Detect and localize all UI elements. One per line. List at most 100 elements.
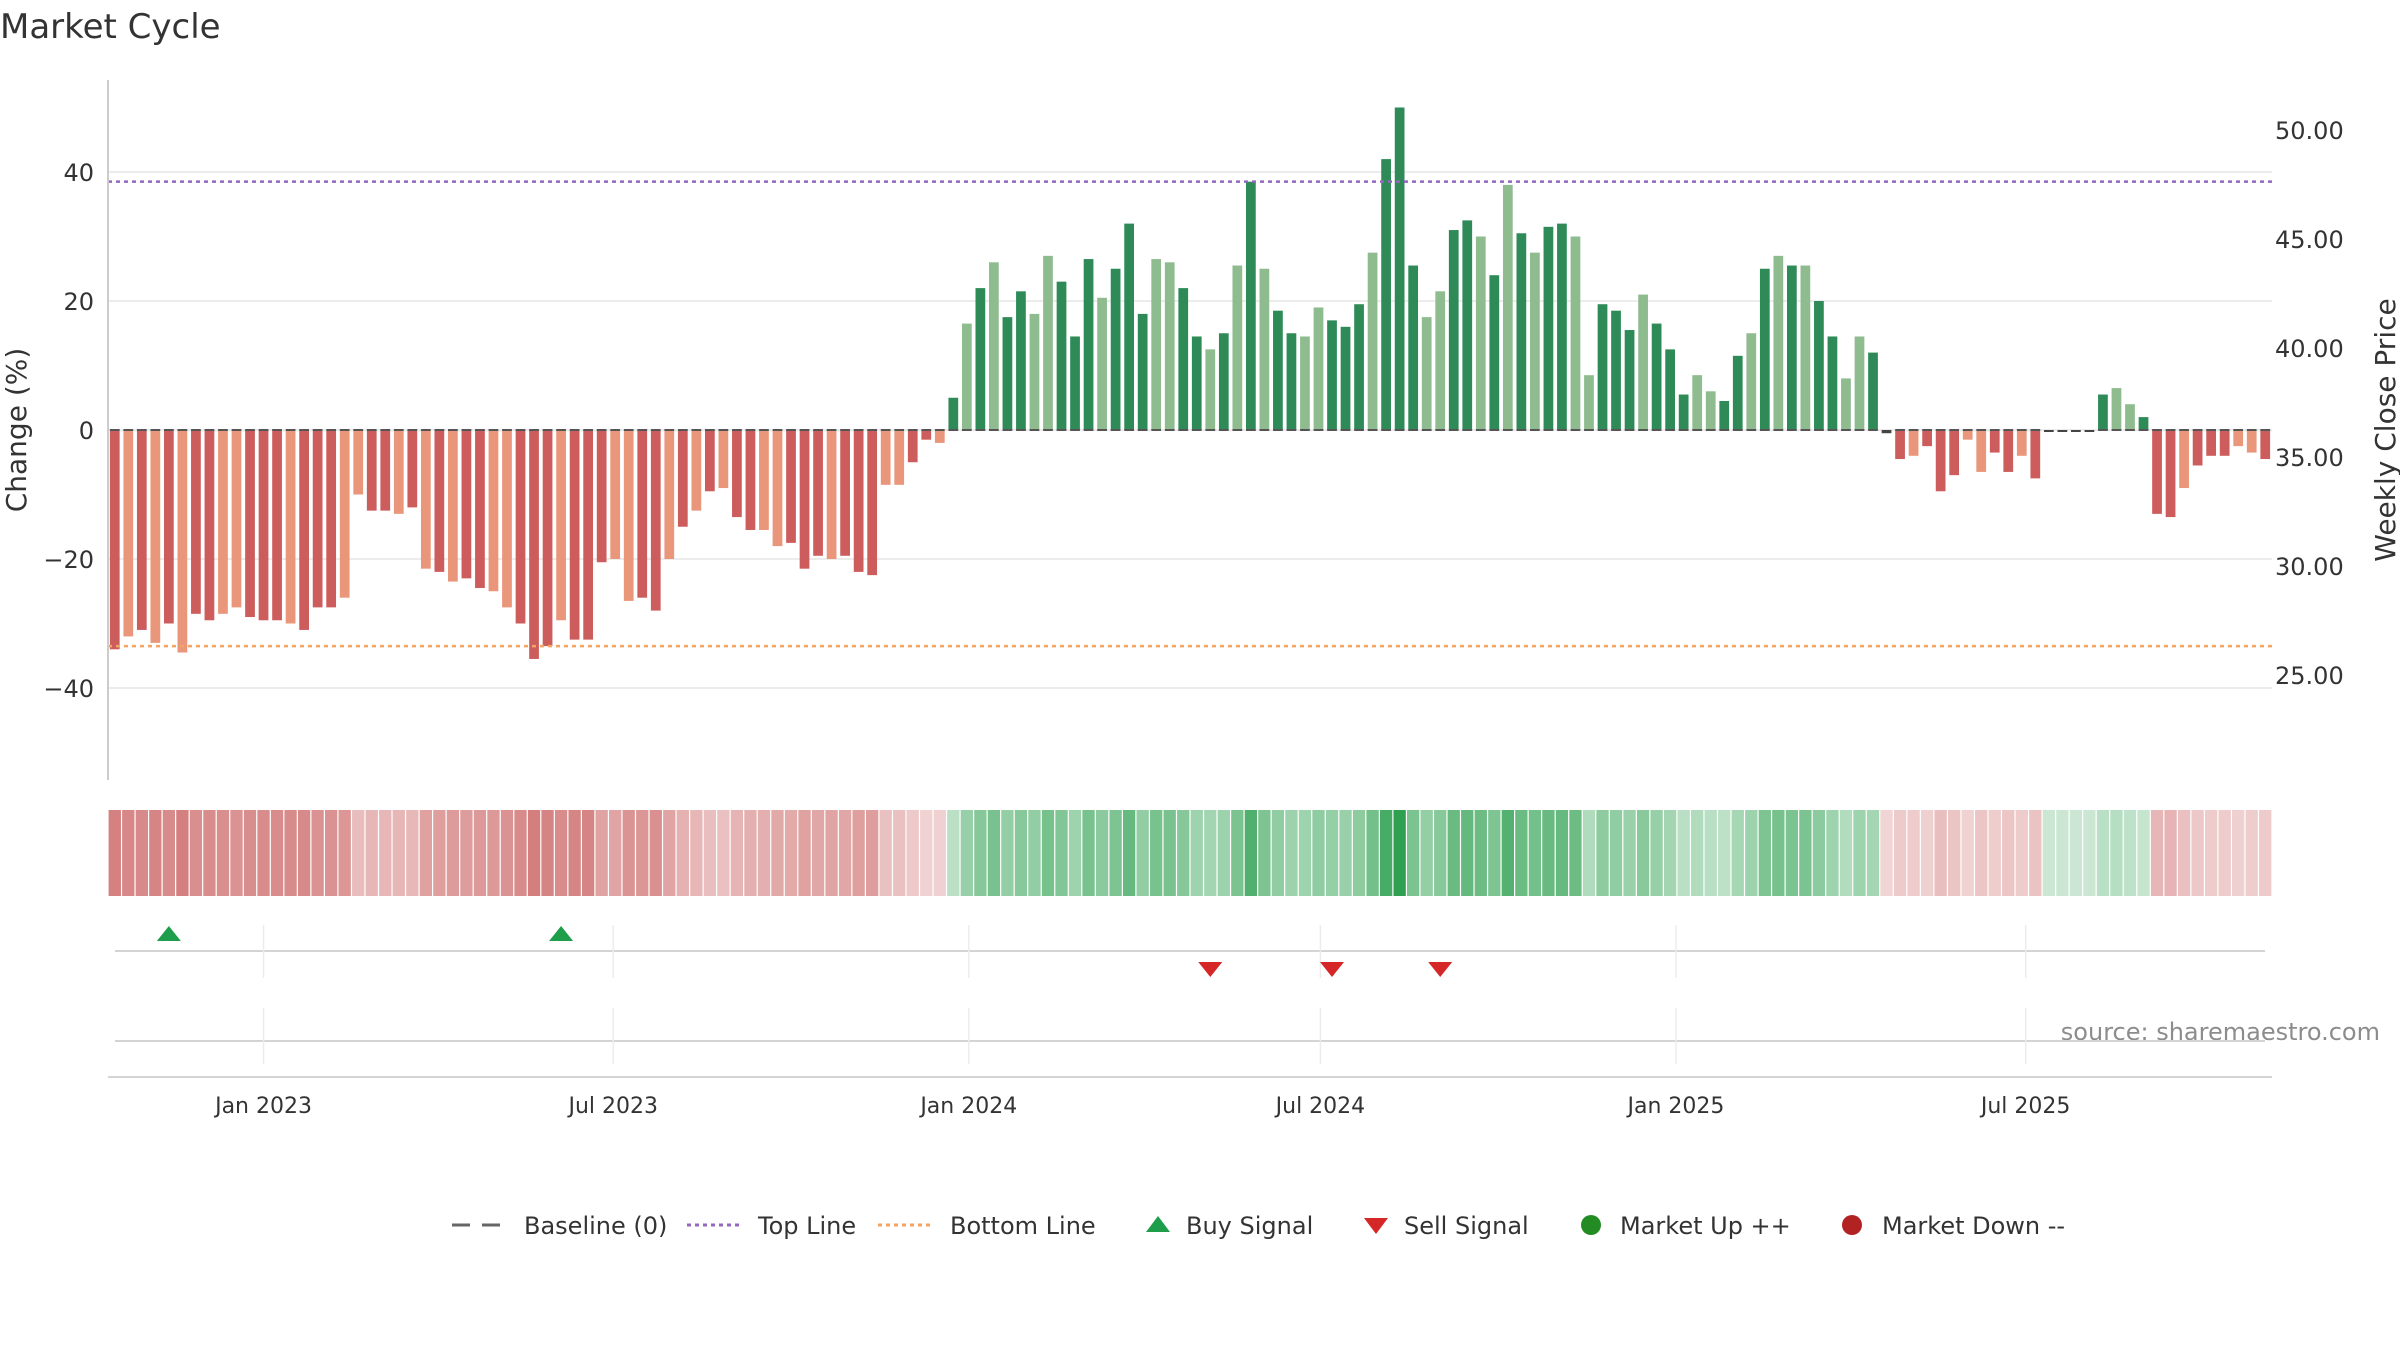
bar — [1408, 265, 1419, 430]
heat-cell — [1555, 810, 1569, 896]
heat-cell — [1068, 810, 1082, 896]
bar — [772, 430, 783, 547]
heat-cell — [1758, 810, 1771, 896]
sell-signal-marker — [1320, 962, 1345, 977]
heat-cell — [974, 810, 987, 896]
legend-item: Market Down -- — [1842, 1212, 2065, 1240]
bar — [664, 430, 675, 559]
bar — [1029, 313, 1040, 430]
heat-cell — [1704, 810, 1717, 896]
heat-cell — [1501, 810, 1514, 896]
legend-swatch — [1581, 1215, 1601, 1235]
heat-cell — [609, 810, 622, 896]
heat-cell — [297, 810, 311, 896]
heat-cell — [2164, 810, 2177, 896]
heat-cell — [1407, 810, 1420, 896]
bar — [1786, 265, 1797, 430]
heat-cell — [1907, 810, 1920, 896]
heat-cell — [216, 810, 230, 896]
bar — [1827, 336, 1838, 430]
heat-cell — [406, 810, 419, 896]
bar — [1665, 349, 1676, 430]
legend-item: Top Line — [687, 1212, 856, 1240]
bar — [759, 430, 769, 530]
heat-cell — [2150, 810, 2164, 896]
heat-cell — [784, 810, 798, 896]
heat-cell — [852, 810, 865, 896]
heat-cell — [500, 810, 514, 896]
bar — [191, 430, 201, 614]
heat-cell — [162, 810, 176, 896]
bar — [1381, 159, 1391, 430]
heat-cell — [1379, 810, 1393, 896]
heat-cell — [1920, 810, 1934, 896]
bar — [921, 430, 932, 440]
heat-cell — [703, 810, 717, 896]
heat-cell — [1285, 810, 1298, 896]
bar — [1110, 268, 1121, 430]
bar — [1692, 375, 1703, 430]
heat-cell — [135, 810, 148, 896]
bar — [123, 430, 134, 637]
heat-cell — [1352, 810, 1366, 896]
bar — [150, 430, 161, 643]
heat-cell — [460, 810, 473, 896]
heat-cell — [1799, 810, 1812, 896]
x-tick-label: Jul 2025 — [1979, 1094, 2071, 1119]
heat-cell — [1839, 810, 1853, 896]
legend-item: Buy Signal — [1146, 1212, 1313, 1240]
bar — [1340, 326, 1351, 430]
bar — [1989, 430, 2000, 453]
bar — [1097, 297, 1107, 430]
heat-cell — [1582, 810, 1596, 896]
bar — [610, 430, 621, 559]
heat-cell — [338, 810, 351, 896]
heat-cell — [2137, 810, 2150, 896]
bar — [907, 430, 918, 463]
bar — [989, 262, 999, 430]
bar — [596, 430, 607, 563]
bar — [136, 430, 147, 630]
bar — [204, 430, 215, 621]
bar — [1421, 317, 1432, 430]
heat-cell — [2029, 810, 2042, 896]
heat-cell — [1650, 810, 1663, 896]
y-tick-label: 20 — [63, 288, 94, 316]
x-axis: Jan 2023 Jul 2023 Jan 2024 Jul 2024 Jan 2025… — [213, 1094, 2070, 1119]
bar — [2246, 430, 2257, 453]
heat-cell — [1975, 810, 1988, 896]
heat-cell — [906, 810, 919, 896]
bar — [1259, 268, 1270, 430]
heat-cell — [1812, 810, 1826, 896]
bar — [2192, 430, 2203, 466]
bar — [1638, 294, 1648, 430]
bar — [1218, 333, 1229, 430]
heat-cell — [1893, 810, 1907, 896]
heat-cell — [1663, 810, 1677, 896]
heat-cell — [2002, 810, 2015, 896]
heat-cell — [568, 810, 581, 896]
bars-group — [109, 107, 2271, 659]
heat-cell — [1420, 810, 1433, 896]
bar — [2260, 430, 2271, 460]
bar — [1016, 291, 1026, 430]
bar — [840, 430, 850, 556]
heat-cell — [1880, 810, 1893, 896]
chart-title: Market Cycle — [0, 7, 221, 47]
y-tick-label: −20 — [43, 546, 94, 574]
legend-label: Baseline (0) — [524, 1212, 667, 1240]
bar — [1651, 323, 1662, 430]
heat-cell — [1934, 810, 1947, 896]
bar — [1962, 430, 1973, 440]
heat-cell — [1447, 810, 1460, 896]
axes-group: 40 20 0 −20 −40 50.00 45.00 40.00 35.00 30.00 25.0… — [43, 80, 2344, 780]
bar — [1530, 252, 1540, 430]
bar — [880, 430, 891, 485]
heat-cell — [379, 810, 392, 896]
heat-cell — [1528, 810, 1542, 896]
heat-cell — [149, 810, 162, 896]
bar — [434, 430, 445, 572]
bar — [2111, 388, 2122, 430]
bar — [583, 430, 594, 640]
heat-cell — [920, 810, 933, 896]
